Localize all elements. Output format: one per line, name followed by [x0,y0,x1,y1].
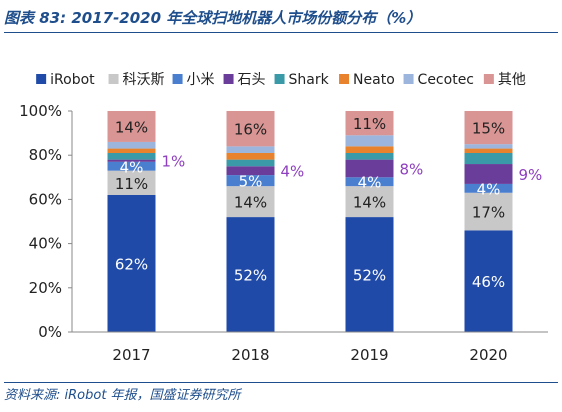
legend: iRobot 科沃斯 小米 石头 Shark Neato Cecotec 其他 [36,72,526,88]
x-tick-label: 2020 [469,346,507,364]
legend-item-科沃斯: 科沃斯 [108,72,165,88]
bar-segment-科沃斯-2019 [345,186,394,218]
bar-segment-石头-2018 [226,166,275,176]
legend-item-小米: 小米 [172,72,215,88]
bar-segment-Neato-2017 [107,148,156,153]
data-label-小米: 5% [239,173,263,191]
x-tick-label: 2018 [231,346,269,364]
legend-item-Cecotec: Cecotec [403,72,474,88]
data-label-科沃斯: 14% [353,194,386,212]
data-label-石头: 4% [281,163,305,181]
legend-item-Shark: Shark [274,72,330,88]
y-tick-label: 100% [19,102,62,120]
data-label-小米: 4% [120,158,144,176]
chart-title: 图表 83: 2017-2020 年全球扫地机器人市场份额分布（%） [4,4,558,33]
bar-segment-Neato-2019 [345,146,394,153]
legend-item-iRobot: iRobot [36,72,95,88]
bar-segment-其他-2018 [226,111,275,147]
bar-segment-其他-2019 [345,111,394,136]
bar-segment-Cecotec-2017 [107,141,156,149]
y-tick-label: 0% [38,323,62,341]
bar-segment-Shark-2020 [464,152,513,165]
legend-label: 其他 [498,72,526,88]
bar-segment-Shark-2018 [226,159,275,167]
bar-segment-Cecotec-2019 [345,135,394,147]
bar-segment-其他-2020 [464,111,513,145]
legend-item-其他: 其他 [483,72,526,88]
legend-swatch [36,74,47,84]
bar-segment-其他-2017 [107,111,156,142]
bar-segment-Neato-2020 [464,148,513,153]
legend-label: Cecotec [418,72,474,88]
data-label-石头: 9% [519,166,543,184]
data-label-其他: 15% [472,120,505,138]
bars [107,111,513,332]
data-labels: 62%11%4% 1%14%52%14%5%4%16%52%14%4%8%11%4… [115,115,542,291]
source-note: 资料来源: iRobot 年报，国盛证券研究所 [4,382,558,409]
y-tick-label: 60% [29,190,62,208]
bar-segment-iRobot-2020 [464,230,513,332]
bar-segment-小米-2019 [345,177,394,187]
data-label-科沃斯: 14% [234,194,267,212]
y-tick-label: 40% [29,235,62,253]
bar-segment-iRobot-2019 [345,217,394,332]
bar-segment-iRobot-2017 [107,194,156,332]
data-label-iRobot: 52% [234,267,267,285]
data-label-小米: 4% [477,180,501,198]
legend-swatch [223,74,234,84]
legend-swatch [339,74,350,84]
bar-segment-石头-2019 [345,159,394,178]
legend-label: Shark [289,72,330,88]
legend-swatch [108,74,119,84]
bar-segment-Shark-2019 [345,152,394,160]
x-tick-label: 2017 [112,346,150,364]
x-tick-label: 2019 [350,346,388,364]
data-label-石头: 1% [162,153,186,171]
bar-segment-石头-2020 [464,164,513,184]
data-label-其他: 11% [353,115,386,133]
bar-segment-小米-2018 [226,175,275,187]
axes: 0% 20% 40% 60% 80% 100% 2017 2018 2019 2020 [19,102,548,364]
data-label-iRobot: 62% [115,255,148,273]
bar-segment-Shark-2017 [107,152,156,160]
bar-segment-科沃斯-2018 [226,186,275,218]
data-label-iRobot: 52% [353,267,386,285]
legend-label: 小米 [187,72,215,88]
data-label-iRobot: 46% [472,273,505,291]
data-label-小米: 4% [358,174,382,192]
y-tick-label: 20% [29,279,62,297]
legend-item-Neato: Neato [339,72,395,88]
bar-segment-小米-2020 [464,183,513,193]
stacked-bar-chart: iRobot 科沃斯 小米 石头 Shark Neato Cecotec 其他 62%11%4… [19,72,548,364]
legend-swatch [483,74,494,84]
bar-segment-石头-2017 [107,159,156,162]
bar-segment-Cecotec-2018 [226,146,275,153]
bar-segment-Neato-2018 [226,152,275,160]
legend-swatch [172,74,183,84]
legend-label: 科沃斯 [123,72,165,88]
bar-segment-iRobot-2018 [226,217,275,332]
legend-swatch [403,74,414,84]
data-label-石头: 8% [400,160,424,178]
legend-label: 石头 [238,72,266,88]
data-label-其他: 14% [115,118,148,136]
bar-segment-Cecotec-2020 [464,144,513,149]
bar-segment-科沃斯-2020 [464,192,513,231]
data-label-其他: 16% [234,121,267,139]
legend-swatch [274,74,285,84]
y-tick-label: 80% [29,146,62,164]
legend-item-石头: 石头 [223,72,266,88]
bar-segment-科沃斯-2017 [107,170,156,195]
data-label-科沃斯: 11% [115,175,148,193]
legend-label: iRobot [50,72,95,88]
data-label-科沃斯: 17% [472,204,505,222]
bar-segment-小米-2017 [107,161,156,171]
legend-label: Neato [353,72,395,88]
